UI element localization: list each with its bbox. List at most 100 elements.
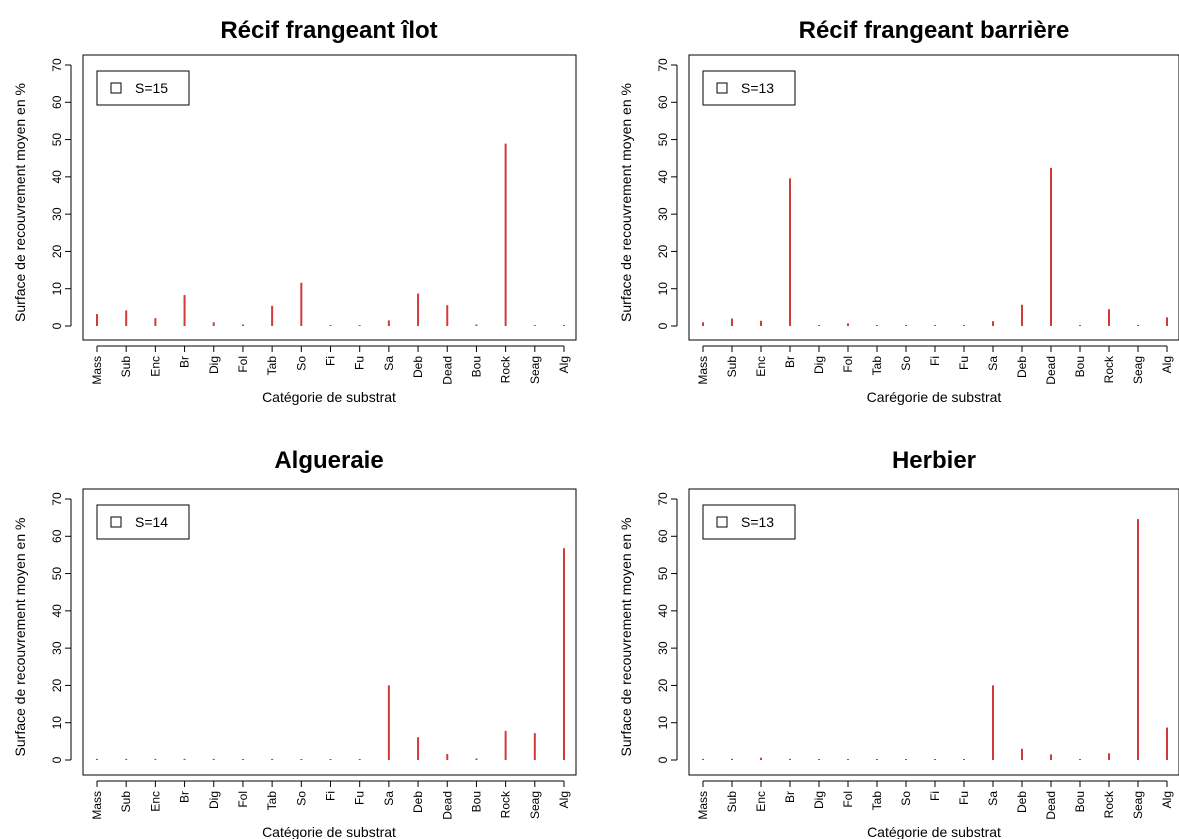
y-tick-label: 70 xyxy=(656,492,670,506)
plot-frame xyxy=(82,488,577,776)
y-tick-label: 30 xyxy=(50,207,64,221)
y-tick-label: 40 xyxy=(656,604,670,618)
x-tick-label: Bou xyxy=(469,356,483,377)
y-tick-label: 40 xyxy=(50,170,64,184)
y-axis-label: Surface de recouvrement moyen en % xyxy=(12,518,28,757)
y-tick-label: 30 xyxy=(50,641,64,655)
y-axis-label: Surface de recouvrement moyen en % xyxy=(618,518,634,757)
x-tick-label: Fol xyxy=(841,356,855,373)
x-tick-label: So xyxy=(899,356,913,371)
x-tick-label: Sub xyxy=(119,791,133,813)
x-tick-label: Alg xyxy=(557,356,571,373)
y-tick-label: 20 xyxy=(656,244,670,258)
x-tick-label: Seag xyxy=(528,356,542,384)
x-tick-label: Sa xyxy=(382,356,396,371)
y-tick-label: 0 xyxy=(50,756,64,763)
x-tick-label: Deb xyxy=(1015,791,1029,813)
y-tick-label: 30 xyxy=(656,641,670,655)
y-tick-label: 60 xyxy=(656,529,670,543)
x-tick-label: Alg xyxy=(557,791,571,808)
legend-label: S=14 xyxy=(135,514,168,530)
chart-panel-2: Récif frangeant barrière 0 10 20 30 40 50 60 70 S… xyxy=(618,17,1179,405)
x-tick-label: Enc xyxy=(148,356,162,377)
y-tick-label: 10 xyxy=(656,282,670,296)
x-tick-label: Tab xyxy=(870,791,884,811)
x-tick-label: Sub xyxy=(725,791,739,813)
x-tick-label: Deb xyxy=(411,356,425,378)
y-tick-label: 50 xyxy=(50,567,64,581)
x-tick-label: Mass xyxy=(90,356,104,385)
legend-label: S=15 xyxy=(135,80,168,96)
x-tick-label: Alg xyxy=(1160,791,1174,808)
x-tick-label: Sa xyxy=(986,791,1000,806)
x-tick-label: Enc xyxy=(148,791,162,812)
legend-box xyxy=(702,504,796,540)
x-tick-label: Sub xyxy=(119,356,133,378)
y-tick-label: 0 xyxy=(656,322,670,329)
x-tick-label: Seag xyxy=(528,791,542,819)
y-tick-label: 50 xyxy=(656,567,670,581)
x-axis-label: Catégorie de substrat xyxy=(262,824,396,839)
legend-square-icon xyxy=(110,82,122,94)
legend-square-icon xyxy=(716,516,728,528)
chart-panel-4: Herbier 0 10 20 30 40 50 60 70 Surface de recouvr… xyxy=(618,447,1179,839)
x-tick-label: Sub xyxy=(725,356,739,378)
x-tick-label: Seag xyxy=(1131,791,1145,819)
y-tick-label: 50 xyxy=(50,133,64,147)
y-tick-label: 70 xyxy=(50,58,64,72)
x-axis-label: Carégorie de substrat xyxy=(867,389,1002,405)
y-tick-label: 40 xyxy=(656,170,670,184)
y-tick-label: 10 xyxy=(656,716,670,730)
y-tick-label: 30 xyxy=(656,207,670,221)
y-tick-label: 40 xyxy=(50,604,64,618)
chart-panel-3: Algueraie 0 10 20 30 40 50 60 70 Surface de recou… xyxy=(12,447,577,839)
x-tick-label: Fu xyxy=(353,791,367,805)
x-tick-label: Fol xyxy=(841,791,855,808)
x-tick-label: Dig xyxy=(812,791,826,809)
x-tick-label: Deb xyxy=(1015,356,1029,378)
legend-square-icon xyxy=(110,516,122,528)
chart-title: Récif frangeant îlot xyxy=(220,17,437,44)
x-tick-label: Rock xyxy=(1102,355,1116,383)
x-tick-label: Fol xyxy=(236,791,250,808)
x-tick-label: Fu xyxy=(957,356,971,370)
y-tick-label: 10 xyxy=(50,282,64,296)
x-tick-label: So xyxy=(294,356,308,371)
y-tick-label: 70 xyxy=(50,492,64,506)
x-tick-label: Dead xyxy=(440,356,454,385)
x-tick-label: Bou xyxy=(1073,356,1087,377)
y-tick-label: 60 xyxy=(50,529,64,543)
x-tick-label: Mass xyxy=(90,791,104,820)
chart-title: Algueraie xyxy=(274,447,383,474)
plot-frame xyxy=(688,488,1179,776)
y-tick-label: 60 xyxy=(50,95,64,109)
y-tick-label: 0 xyxy=(656,756,670,763)
x-tick-label: Dead xyxy=(1044,356,1058,385)
x-tick-label: Fi xyxy=(324,356,338,366)
x-tick-label: Fi xyxy=(928,791,942,801)
x-tick-label: Br xyxy=(783,356,797,368)
x-tick-label: Rock xyxy=(499,355,513,383)
x-tick-label: Enc xyxy=(754,791,768,812)
x-axis-label: Catégorie de substrat xyxy=(262,389,396,405)
plot-frame xyxy=(82,54,577,341)
legend-box xyxy=(702,70,796,106)
y-tick-label: 20 xyxy=(50,244,64,258)
y-tick-label: 0 xyxy=(50,322,64,329)
y-tick-label: 70 xyxy=(656,58,670,72)
legend-box xyxy=(96,504,190,540)
x-tick-label: Fu xyxy=(957,791,971,805)
x-tick-label: Br xyxy=(178,356,192,368)
chart-title: Récif frangeant barrière xyxy=(799,17,1070,44)
x-tick-label: Mass xyxy=(696,356,710,385)
x-tick-label: Dig xyxy=(207,791,221,809)
x-tick-label: Mass xyxy=(696,791,710,820)
y-tick-label: 10 xyxy=(50,716,64,730)
legend-label: S=13 xyxy=(741,514,774,530)
legend-square-icon xyxy=(716,82,728,94)
x-tick-label: Dead xyxy=(1044,791,1058,820)
x-tick-label: Fi xyxy=(324,791,338,801)
x-tick-label: Fi xyxy=(928,356,942,366)
x-tick-label: Tab xyxy=(870,356,884,376)
